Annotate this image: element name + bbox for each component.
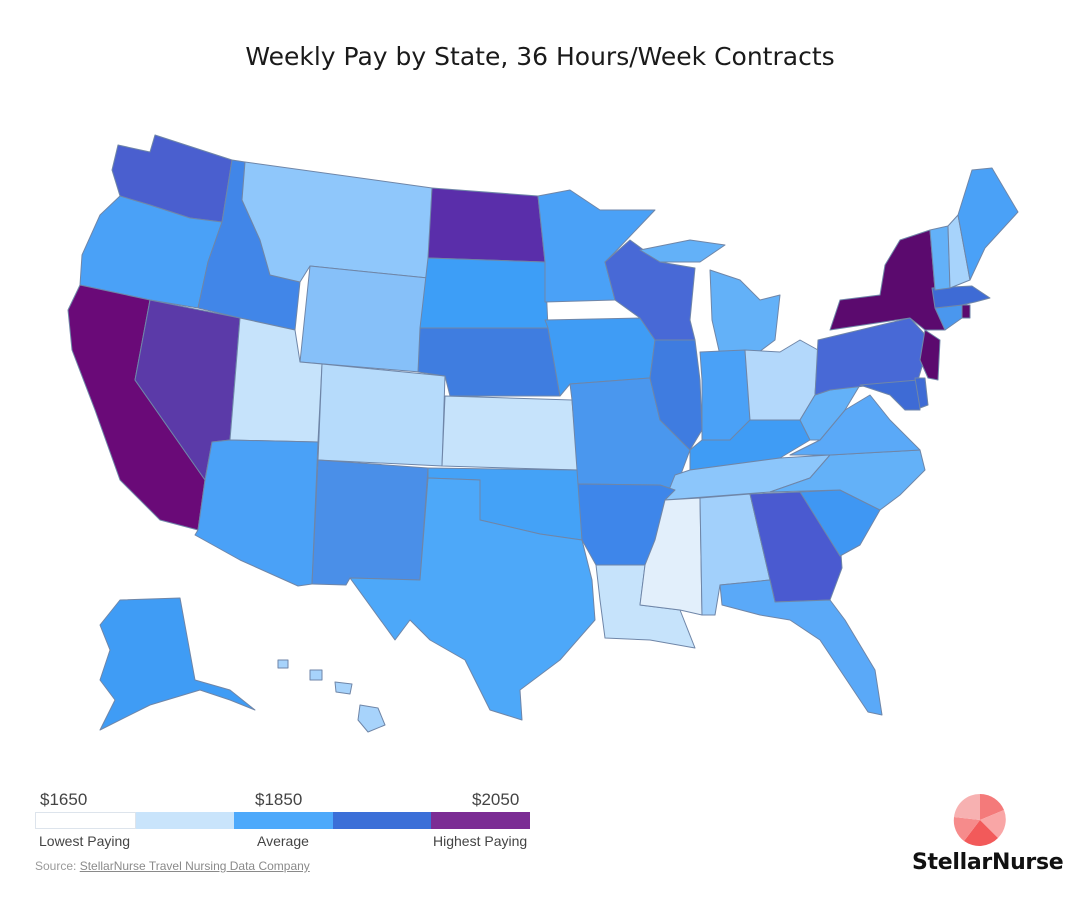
state-indiana[interactable] [699,349,751,441]
state-montana[interactable] [241,161,433,283]
state-new-york[interactable] [829,229,946,331]
source-link[interactable]: StellarNurse Travel Nursing Data Company [79,859,310,873]
state-illinois[interactable] [649,339,703,451]
state-wyoming[interactable] [299,265,429,373]
legend-swatch-lowest [35,812,136,829]
state-kansas[interactable] [441,395,579,471]
state-delaware[interactable] [914,377,929,409]
state-new-jersey[interactable] [919,329,941,381]
state-north-carolina[interactable] [769,449,926,511]
state-arizona[interactable] [194,439,319,587]
state-north-dakota[interactable] [427,187,546,263]
state-new-mexico[interactable] [311,459,429,586]
legend-swatch-high [332,812,432,829]
source-prefix: Source: [35,859,80,873]
state-maine[interactable] [957,167,1019,281]
legend-swatch-average [234,812,333,829]
color-legend: $1650 $1850 $2050 Lowest Paying Average … [35,790,530,850]
state-massachusetts[interactable] [931,285,991,309]
pie-logo-icon [953,793,1006,846]
brand-block: StellarNurse [912,792,1064,877]
state-texas[interactable] [349,477,596,721]
state-rhode-island[interactable] [961,304,971,319]
state-hawaii[interactable] [277,659,386,733]
state-michigan[interactable] [639,239,781,356]
state-alaska[interactable] [99,597,256,731]
legend-label-lowest: Lowest Paying [39,833,131,849]
us-pay-map [0,100,1080,760]
legend-label-average: Average [257,833,309,849]
us-map-svg [67,134,1019,733]
source-line: Source: StellarNurse Travel Nursing Data… [35,859,310,873]
legend-swatch-low [135,812,235,829]
legend-min-value: $1650 [40,790,88,809]
legend-mid-value: $1850 [255,790,303,809]
legend-max-value: $2050 [472,790,520,809]
legend-label-highest: Highest Paying [433,833,528,849]
state-colorado[interactable] [317,363,446,467]
state-florida[interactable] [719,579,883,716]
legend-swatch-highest [431,812,530,829]
legend-color-bar [35,812,530,829]
map-title: Weekly Pay by State, 36 Hours/Week Contr… [245,42,835,71]
state-maryland[interactable] [859,379,921,411]
brand-name: StellarNurse [912,850,1064,875]
state-south-dakota[interactable] [419,257,549,329]
